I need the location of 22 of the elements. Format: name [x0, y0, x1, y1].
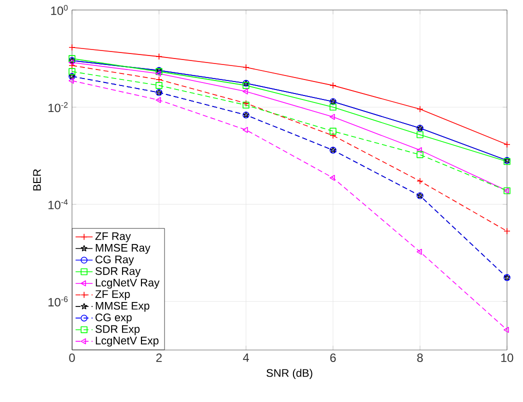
y-axis-title: BER — [33, 169, 41, 190]
x-tick-label: 2 — [156, 354, 162, 362]
y-tick-label: 10$^{-2}$ — [48, 102, 68, 112]
legend-label: MMSE Exp — [96, 302, 150, 312]
x-axis-title: SNR (dB) — [266, 368, 312, 380]
x-tick-label: 0 — [69, 354, 75, 362]
x-tick-label: 4 — [242, 354, 249, 362]
x-tick-label: 8 — [417, 354, 423, 362]
x-tick-label: 6 — [330, 354, 336, 362]
legend-label: SDR Ray — [95, 267, 141, 278]
legend-label: ZF Ray — [95, 232, 131, 242]
y-tick-label: 10$^{0}$ — [51, 4, 68, 16]
legend-label: LcgNetV Ray — [96, 278, 160, 289]
legend-label: CG exp — [96, 314, 132, 324]
x-tick-label: 10 — [501, 354, 514, 362]
y-tick-label: 10$^{-6}$ — [48, 296, 68, 306]
legend-label: CG Ray — [96, 256, 134, 266]
legend-label: ZF Exp — [95, 290, 130, 300]
legend-label: LcgNetV Exp — [96, 336, 158, 347]
legend-label: MMSE Ray — [96, 244, 150, 254]
y-tick-label: 10$^{-4}$ — [48, 199, 68, 210]
legend-label: SDR Exp — [95, 325, 140, 336]
